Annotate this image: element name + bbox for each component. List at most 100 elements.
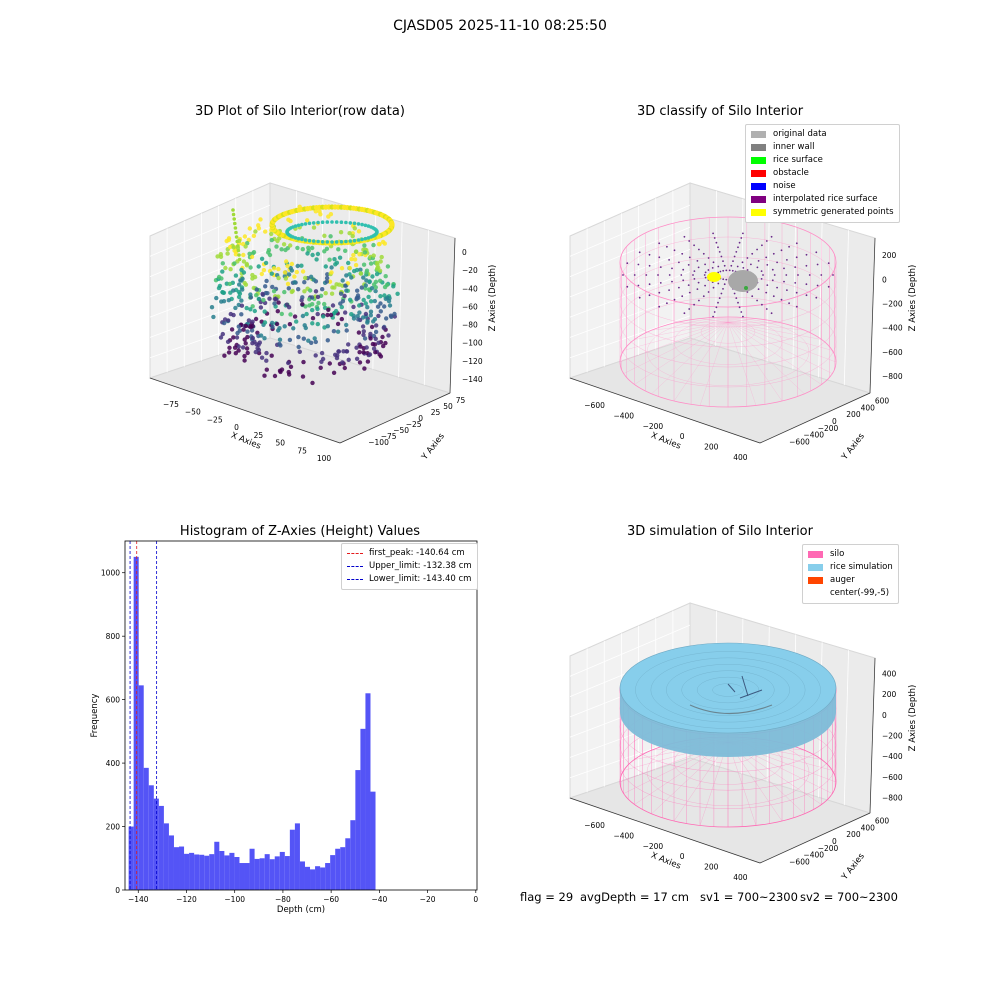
legend-swatch bbox=[751, 170, 766, 177]
legend-label: silo bbox=[830, 549, 845, 559]
histogram-bar bbox=[365, 693, 371, 890]
panel3-title: Histogram of Z-Axies (Height) Values bbox=[179, 524, 421, 539]
x-tick-label: −60 bbox=[323, 895, 339, 904]
histogram-bar bbox=[163, 823, 169, 890]
histogram-bar bbox=[153, 798, 159, 890]
legend-item: silo bbox=[808, 548, 893, 561]
legend-label: rice surface bbox=[773, 155, 823, 165]
legend-item: original data bbox=[751, 128, 894, 141]
panel1-title: 3D Plot of Silo Interior(row data) bbox=[195, 104, 405, 119]
legend-swatch bbox=[751, 157, 766, 164]
histogram-bar bbox=[158, 805, 164, 890]
figure-title: CJASD05 2025-11-10 08:25:50 bbox=[393, 18, 607, 34]
legend-item: rice surface bbox=[751, 154, 894, 167]
legend-label: Lower_limit: -143.40 cm bbox=[369, 574, 472, 584]
histogram-bar bbox=[259, 858, 265, 890]
histogram-bar bbox=[264, 854, 270, 890]
histogram-bar bbox=[350, 820, 356, 890]
legend-swatch bbox=[808, 551, 823, 558]
histogram-bar bbox=[284, 856, 290, 890]
legend-label: Upper_limit: -132.38 cm bbox=[369, 561, 472, 571]
histogram-bar bbox=[249, 848, 255, 890]
legend-item: interpolated rice surface bbox=[751, 193, 894, 206]
histogram-bar bbox=[355, 770, 361, 890]
legend-swatch bbox=[751, 196, 766, 203]
x-axis-label: Depth (cm) bbox=[277, 905, 325, 915]
legend-item: symmetric generated points bbox=[751, 206, 894, 219]
histogram-bar bbox=[325, 863, 331, 890]
legend-label: obstacle bbox=[773, 168, 809, 178]
status-flag: flag = 29 bbox=[520, 890, 574, 904]
histogram-bar bbox=[179, 846, 185, 890]
histogram-bar bbox=[194, 854, 200, 890]
y-tick-label: 200 bbox=[106, 823, 121, 832]
histogram-bar bbox=[219, 850, 225, 890]
legend-item: noise bbox=[751, 180, 894, 193]
histogram-bar bbox=[345, 838, 351, 890]
histogram-bar bbox=[168, 835, 174, 890]
x-tick-label: −120 bbox=[176, 895, 197, 904]
y-tick-label: 800 bbox=[106, 632, 121, 641]
legend-item: first_peak: -140.64 cm bbox=[347, 547, 472, 560]
legend-swatch bbox=[751, 209, 766, 216]
y-tick-label: 600 bbox=[106, 696, 121, 705]
histogram-bar bbox=[370, 791, 376, 890]
legend-swatch bbox=[751, 144, 766, 151]
legend-line-sample bbox=[347, 579, 363, 580]
x-tick-label: −140 bbox=[128, 895, 149, 904]
x-tick-label: −80 bbox=[275, 895, 291, 904]
legend-item: inner wall bbox=[751, 141, 894, 154]
legend-label: original data bbox=[773, 129, 827, 139]
legend-label: center(-99,-5) bbox=[830, 588, 890, 598]
legend-swatch bbox=[808, 590, 823, 597]
x-tick-label: 0 bbox=[473, 895, 478, 904]
histogram-bar bbox=[148, 785, 154, 890]
legend-item: Lower_limit: -143.40 cm bbox=[347, 573, 472, 586]
histogram-bar bbox=[173, 847, 180, 890]
panel4-legend: silo rice simulation auger center(-99,-5) bbox=[802, 544, 899, 604]
x-tick-label: −20 bbox=[420, 895, 436, 904]
histogram-bar bbox=[199, 854, 205, 890]
panel4-title: 3D simulation of Silo Interior bbox=[627, 524, 813, 539]
legend-swatch bbox=[751, 183, 766, 190]
legend-item: center(-99,-5) bbox=[808, 587, 893, 600]
histogram-bar bbox=[340, 847, 346, 890]
histogram-bar bbox=[289, 829, 295, 890]
histogram-bar bbox=[254, 858, 260, 890]
histogram-bar bbox=[310, 869, 316, 890]
legend-swatch bbox=[808, 577, 823, 584]
histogram-bar bbox=[204, 855, 210, 890]
histogram-bar bbox=[214, 841, 220, 890]
legend-label: symmetric generated points bbox=[773, 207, 894, 217]
histogram-bar bbox=[294, 823, 300, 890]
x-tick-label: −40 bbox=[371, 895, 387, 904]
histogram-bar bbox=[224, 855, 230, 890]
histogram-bar bbox=[229, 852, 235, 890]
histogram-bar bbox=[315, 866, 321, 890]
histogram-bar bbox=[330, 855, 336, 890]
histogram-bar bbox=[234, 857, 240, 890]
panel2-legend: original data inner wall rice surface obsta… bbox=[745, 124, 900, 223]
y-axis-label: Frequency bbox=[90, 694, 100, 738]
histogram-bar bbox=[143, 767, 149, 890]
legend-label: interpolated rice surface bbox=[773, 194, 878, 204]
histogram-bar bbox=[279, 851, 285, 890]
legend-label: rice simulation bbox=[830, 562, 893, 572]
histogram-bar bbox=[209, 854, 215, 890]
histogram-bar bbox=[133, 556, 139, 890]
histogram-bar bbox=[320, 867, 326, 890]
legend-swatch bbox=[751, 131, 766, 138]
legend-swatch bbox=[808, 564, 823, 571]
y-tick-label: 0 bbox=[115, 886, 120, 895]
x-tick-label: −100 bbox=[224, 895, 245, 904]
legend-item: obstacle bbox=[751, 167, 894, 180]
y-tick-label: 1000 bbox=[101, 569, 120, 578]
legend-label: first_peak: -140.64 cm bbox=[369, 548, 465, 558]
histogram-bar bbox=[244, 863, 250, 890]
status-sv2: sv2 = 700~2300 bbox=[800, 890, 898, 904]
histogram-bar bbox=[335, 848, 341, 890]
status-avg-depth: avgDepth = 17 cm bbox=[580, 890, 689, 904]
legend-item: Upper_limit: -132.38 cm bbox=[347, 560, 472, 573]
histogram-bar bbox=[128, 826, 134, 890]
